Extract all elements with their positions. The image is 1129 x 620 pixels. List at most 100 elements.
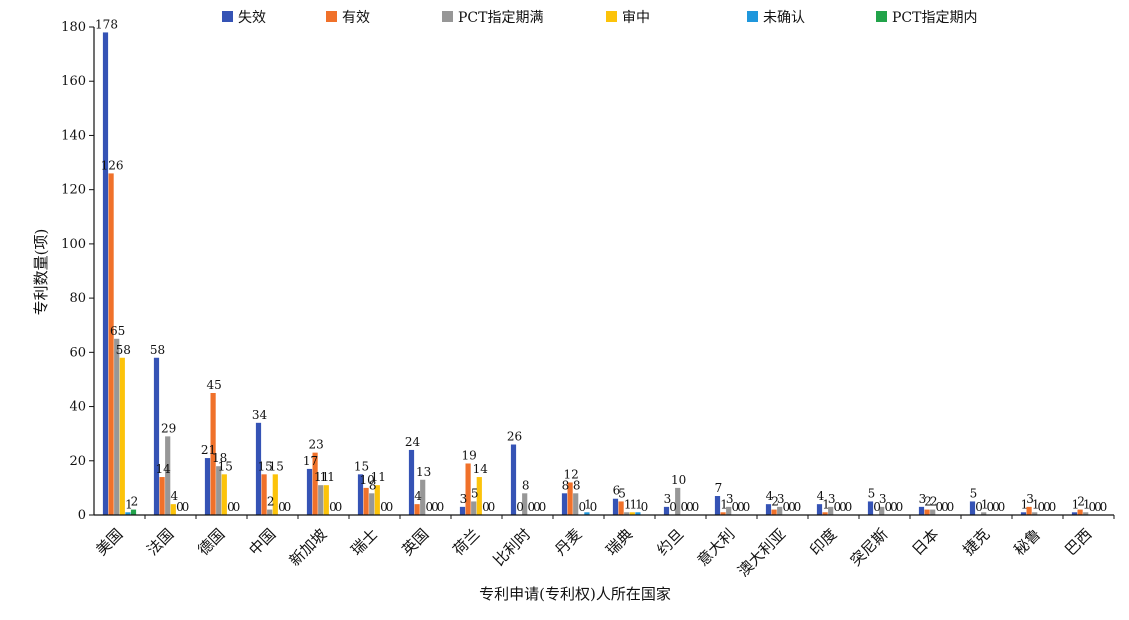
bar xyxy=(165,436,171,515)
bar xyxy=(102,32,109,516)
data-label: 0 xyxy=(437,500,445,514)
y-tick-label: 160 xyxy=(61,74,86,89)
data-label: 0 xyxy=(1043,500,1051,514)
data-label: 2 xyxy=(930,495,938,509)
legend-label: 有效 xyxy=(342,10,370,26)
data-label: 0 xyxy=(233,500,241,514)
legend-swatch xyxy=(606,11,617,22)
data-label: 0 xyxy=(998,500,1006,514)
data-label: 1 xyxy=(1021,497,1029,511)
bar xyxy=(765,504,772,515)
data-label: 4 xyxy=(817,489,825,503)
y-tick-label: 40 xyxy=(69,400,86,415)
data-label: 0 xyxy=(590,500,598,514)
data-label: 3 xyxy=(726,492,734,506)
data-label: 126 xyxy=(101,158,124,172)
data-label: 0 xyxy=(1049,500,1057,514)
data-label: 0 xyxy=(873,500,881,514)
bar xyxy=(969,501,976,515)
bar xyxy=(306,468,313,515)
bar xyxy=(816,504,823,515)
x-tick-label: 瑞典 xyxy=(602,525,636,559)
data-label: 0 xyxy=(839,500,847,514)
data-label: 3 xyxy=(1026,492,1034,506)
value-labels: 1781266558125814294002145181500341521500… xyxy=(95,17,1107,514)
data-label: 1 xyxy=(1032,497,1040,511)
bar xyxy=(1026,506,1032,515)
bar xyxy=(261,474,267,515)
data-label: 0 xyxy=(329,500,337,514)
data-label: 0 xyxy=(176,500,184,514)
bar xyxy=(1020,512,1027,515)
bar xyxy=(369,493,375,515)
data-label: 21 xyxy=(201,443,216,457)
bar xyxy=(459,506,466,515)
y-tick-label: 180 xyxy=(61,20,86,35)
data-label: 0 xyxy=(386,500,394,514)
data-label: 65 xyxy=(110,324,125,338)
bar xyxy=(159,477,165,515)
data-label: 15 xyxy=(257,459,272,473)
bar xyxy=(618,501,624,515)
data-label: 2 xyxy=(1077,495,1085,509)
data-label: 8 xyxy=(573,478,581,492)
data-label: 18 xyxy=(212,451,227,465)
data-label: 5 xyxy=(868,486,876,500)
bar xyxy=(204,458,211,515)
data-label: 0 xyxy=(986,500,994,514)
data-label: 3 xyxy=(460,492,468,506)
data-label: 0 xyxy=(539,500,547,514)
legend-item: 失效 xyxy=(222,10,266,26)
data-label: 23 xyxy=(308,438,323,452)
data-label: 0 xyxy=(516,500,524,514)
bar xyxy=(629,512,635,515)
x-tick-label: 意大利 xyxy=(694,525,739,570)
bar xyxy=(170,504,176,515)
data-label: 2 xyxy=(771,495,779,509)
data-label: 13 xyxy=(416,465,431,479)
x-tick-label: 丹麦 xyxy=(551,525,585,559)
data-label: 0 xyxy=(1094,500,1102,514)
data-label: 29 xyxy=(161,421,176,435)
x-tick-label: 印度 xyxy=(806,525,840,559)
data-label: 0 xyxy=(578,500,586,514)
x-tick-label: 英国 xyxy=(398,525,432,559)
bar xyxy=(918,506,925,515)
x-tick-label: 荷兰 xyxy=(449,525,483,559)
bar xyxy=(675,487,681,515)
bar xyxy=(612,498,619,515)
data-label: 0 xyxy=(782,500,790,514)
data-label: 0 xyxy=(896,500,904,514)
bar xyxy=(777,506,783,515)
bar xyxy=(471,501,477,515)
data-label: 6 xyxy=(613,484,621,498)
data-label: 5 xyxy=(970,486,978,500)
data-label: 1 xyxy=(635,497,643,511)
data-label: 3 xyxy=(664,492,672,506)
data-label: 2 xyxy=(131,495,139,509)
data-label: 24 xyxy=(405,435,421,449)
data-label: 0 xyxy=(975,500,983,514)
data-label: 45 xyxy=(206,378,221,392)
data-label: 0 xyxy=(884,500,892,514)
data-label: 0 xyxy=(788,500,796,514)
data-label: 3 xyxy=(828,492,836,506)
x-tick-label: 美国 xyxy=(92,525,126,559)
data-label: 58 xyxy=(116,343,131,357)
data-label: 0 xyxy=(737,500,745,514)
data-label: 34 xyxy=(252,408,268,422)
legend-swatch xyxy=(222,11,233,22)
data-label: 2 xyxy=(267,495,275,509)
bar xyxy=(522,493,528,515)
bar xyxy=(476,477,482,515)
data-label: 7 xyxy=(715,481,723,495)
data-label: 0 xyxy=(935,500,943,514)
bar xyxy=(771,509,777,515)
x-tick-label: 突尼斯 xyxy=(847,525,892,570)
x-tick-label: 澳大利亚 xyxy=(734,525,789,580)
y-axis: 0 20 40 60 80 100 120 140 160 180 xyxy=(61,20,95,523)
plot-area xyxy=(102,32,1089,516)
data-label: 0 xyxy=(1088,500,1096,514)
bar xyxy=(420,479,426,515)
